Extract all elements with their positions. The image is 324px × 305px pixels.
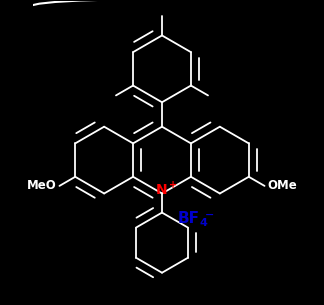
Text: 4: 4 [199, 218, 207, 228]
Text: BF: BF [178, 211, 200, 226]
Text: N: N [156, 183, 168, 197]
Text: −: − [205, 209, 214, 219]
Text: OMe: OMe [268, 179, 297, 192]
Text: MeO: MeO [27, 179, 56, 192]
Text: +: + [168, 180, 177, 190]
